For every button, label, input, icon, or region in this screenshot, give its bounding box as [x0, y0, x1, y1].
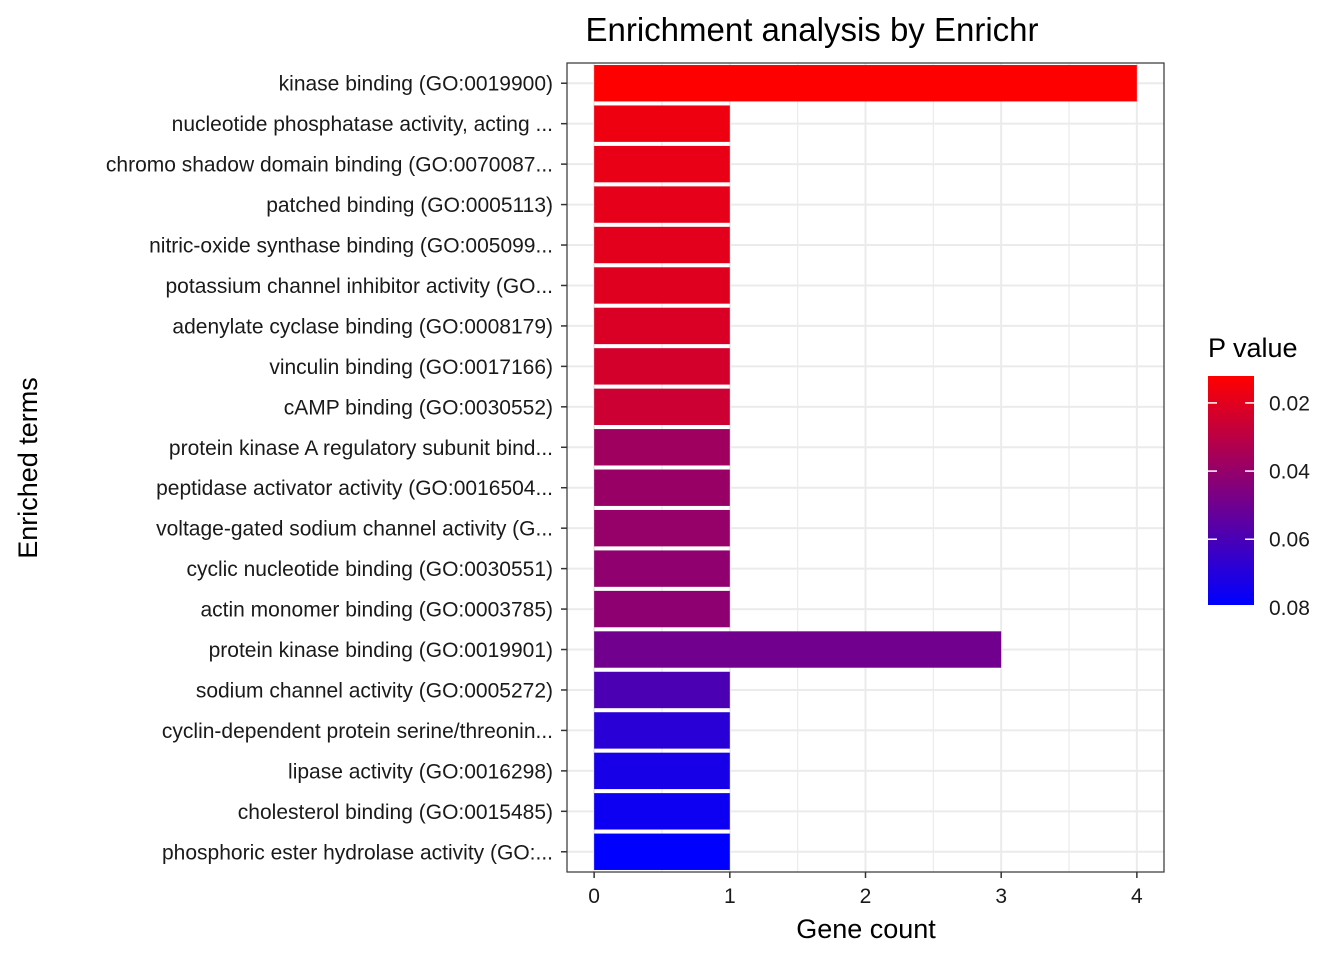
bar	[594, 752, 730, 790]
bar	[594, 671, 730, 709]
y-tick-label: cyclic nucleotide binding (GO:0030551)	[186, 558, 553, 581]
y-tick-label: potassium channel inhibitor activity (GO…	[166, 275, 554, 298]
bar	[594, 631, 1002, 668]
bar	[594, 307, 730, 345]
bar	[594, 509, 730, 547]
x-tick-label: 0	[588, 885, 600, 908]
y-tick-label: protein kinase binding (GO:0019901)	[209, 639, 553, 662]
y-tick-label: peptidase activator activity (GO:0016504…	[156, 477, 553, 500]
bar	[594, 348, 730, 385]
bar	[594, 469, 730, 506]
x-tick-label: 4	[1131, 885, 1143, 908]
legend-tick-label: 0.08	[1269, 597, 1310, 620]
y-tick-label: vinculin binding (GO:0017166)	[269, 356, 553, 379]
bar	[594, 105, 730, 142]
bar	[594, 267, 730, 304]
y-tick-label: voltage-gated sodium channel activity (G…	[156, 518, 553, 541]
bar	[594, 590, 730, 628]
legend-colorbar	[1208, 376, 1254, 605]
y-tick-label: kinase binding (GO:0019900)	[279, 73, 553, 96]
bar	[594, 550, 730, 587]
legend-tick-label: 0.06	[1269, 529, 1310, 552]
x-tick-label: 2	[860, 885, 872, 908]
x-axis-title: Gene count	[796, 914, 936, 944]
bar	[594, 793, 730, 830]
y-tick-label: cAMP binding (GO:0030552)	[284, 396, 553, 419]
y-tick-label: cyclin-dependent protein serine/threonin…	[162, 720, 553, 743]
bar	[594, 712, 730, 749]
y-tick-label: phosphoric ester hydrolase activity (GO:…	[162, 841, 553, 864]
bars	[594, 65, 1137, 870]
grid-lines	[567, 63, 1164, 872]
y-tick-label: nitric-oxide synthase binding (GO:005099…	[149, 235, 553, 258]
y-tick-label: actin monomer binding (GO:0003785)	[200, 599, 553, 622]
bar	[594, 388, 730, 426]
y-axis: kinase binding (GO:0019900) nucleotide ph…	[106, 73, 567, 864]
chart-title: Enrichment analysis by Enrichr	[585, 11, 1038, 48]
x-axis: 0 1 2 3 4	[588, 872, 1143, 908]
bar	[594, 145, 730, 183]
legend-tick-label: 0.04	[1269, 461, 1310, 484]
y-tick-label: patched binding (GO:0005113)	[266, 194, 553, 217]
x-tick-label: 3	[995, 885, 1007, 908]
y-tick-label: nucleotide phosphatase activity, acting …	[172, 113, 553, 136]
legend-title: P value	[1208, 333, 1298, 363]
bar	[594, 65, 1137, 102]
x-tick-label: 1	[724, 885, 736, 908]
bar	[594, 226, 730, 264]
legend-ticks: 0.02 0.04 0.06 0.08	[1208, 392, 1310, 620]
bar	[594, 833, 730, 870]
y-tick-label: lipase activity (GO:0016298)	[288, 760, 553, 783]
bar	[594, 429, 730, 466]
y-tick-label: protein kinase A regulatory subunit bind…	[169, 437, 553, 460]
y-tick-label: chromo shadow domain binding (GO:0070087…	[106, 154, 553, 177]
y-tick-label: adenylate cyclase binding (GO:0008179)	[172, 315, 553, 338]
bar	[594, 186, 730, 223]
y-tick-label: sodium channel activity (GO:0005272)	[196, 679, 553, 702]
legend-tick-label: 0.02	[1269, 392, 1310, 415]
legend: P value 0.02 0.04 0.06 0.08	[1208, 333, 1310, 620]
y-tick-label: cholesterol binding (GO:0015485)	[238, 801, 553, 824]
y-axis-title: Enriched terms	[13, 377, 43, 559]
